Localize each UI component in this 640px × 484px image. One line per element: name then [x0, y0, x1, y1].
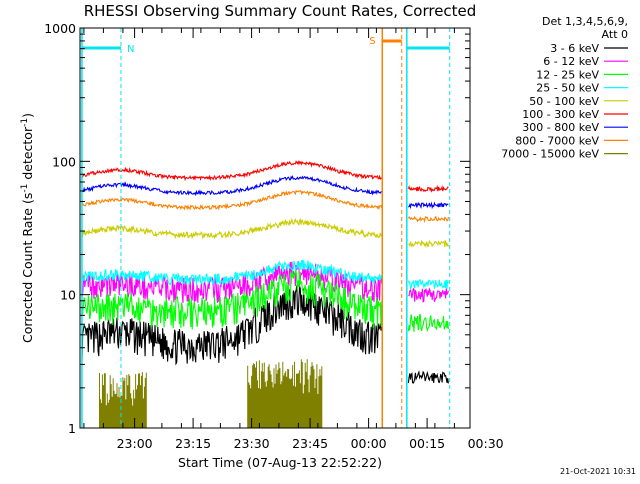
legend-label-3: 25 - 50 keV — [536, 82, 599, 95]
series-line-before-gap-3 — [81, 259, 383, 286]
series-8 — [99, 359, 323, 428]
legend-label-7: 800 - 7000 keV — [515, 134, 599, 147]
series-line-after-gap-5 — [407, 184, 449, 193]
legend-attenuator: Att 0 — [602, 28, 628, 41]
footer-timestamp: 21-Oct-2021 10:31 — [560, 467, 636, 476]
y-label-sup2: -1 — [20, 118, 30, 127]
saa-label: S — [369, 36, 375, 47]
series-line-after-gap-4 — [408, 239, 449, 249]
series-line-after-gap-0 — [407, 370, 449, 384]
series-5 — [81, 160, 449, 193]
series-layer — [81, 160, 449, 428]
plot-frame — [79, 27, 471, 429]
series-line-before-gap-6 — [81, 174, 382, 197]
series-line-after-gap-1 — [408, 287, 449, 303]
legend-label-8: 7000 - 15000 keV — [501, 148, 599, 161]
x-tick-label-1: 23:15 — [175, 436, 211, 451]
y-label-main: Corrected Count Rate (s — [20, 193, 35, 343]
y-axis-label: Corrected Count Rate (s-1 detector-1) — [20, 113, 35, 343]
series-line-after-gap-7 — [407, 215, 449, 224]
series-high-energy-bars-0 — [99, 372, 147, 428]
legend-label-2: 12 - 25 keV — [536, 68, 599, 81]
y-tick-label-0: 1 — [68, 421, 76, 436]
legend-detectors: Det 1,3,4,5,6,9, — [542, 15, 628, 28]
y-tick-label-3: 1000 — [44, 21, 76, 36]
tick-layer: 1 10 100 1000 23:00 23:15 23:30 23:45 00:00 00:15… — [44, 21, 503, 451]
series-line-after-gap-2 — [407, 313, 449, 333]
series-line-before-gap-7 — [81, 189, 383, 211]
series-high-energy-bars-1 — [247, 359, 323, 428]
legend-label-5: 100 - 300 keV — [522, 108, 599, 121]
legend-label-0: 3 - 6 keV — [550, 42, 599, 55]
legend-label-1: 6 - 12 keV — [543, 55, 599, 68]
series-6 — [81, 174, 449, 210]
legend-label-6: 300 - 800 keV — [522, 121, 599, 134]
series-line-after-gap-3 — [407, 279, 449, 290]
night-label: N — [127, 44, 134, 55]
marker-layer: NS — [81, 28, 451, 428]
series-line-before-gap-2 — [81, 270, 383, 330]
x-tick-label-2: 23:30 — [234, 436, 270, 451]
x-tick-label-6: 00:30 — [468, 436, 504, 451]
x-axis-label: Start Time (07-Aug-13 22:52:22) — [178, 455, 382, 470]
y-tick-label-2: 100 — [52, 154, 76, 169]
y-label-mid: detector — [20, 126, 35, 184]
legend-label-4: 50 - 100 keV — [529, 95, 599, 108]
series-3 — [81, 259, 449, 290]
series-line-after-gap-6 — [408, 201, 449, 210]
x-tick-label-3: 23:45 — [292, 436, 328, 451]
series-line-before-gap-5 — [81, 160, 383, 182]
y-tick-label-1: 10 — [60, 288, 76, 303]
series-0 — [81, 285, 449, 384]
series-7 — [81, 189, 449, 224]
series-2 — [81, 270, 449, 333]
series-line-before-gap-4 — [81, 217, 382, 240]
y-label-sup1: -1 — [20, 184, 30, 193]
chart-title: RHESSI Observing Summary Count Rates, Co… — [84, 2, 477, 20]
series-4 — [81, 217, 449, 249]
x-tick-label-4: 00:00 — [351, 436, 387, 451]
y-label-end: ) — [20, 113, 35, 118]
x-tick-label-5: 00:15 — [409, 436, 445, 451]
series-line-before-gap-0 — [81, 285, 383, 366]
x-tick-label-0: 23:00 — [117, 436, 153, 451]
